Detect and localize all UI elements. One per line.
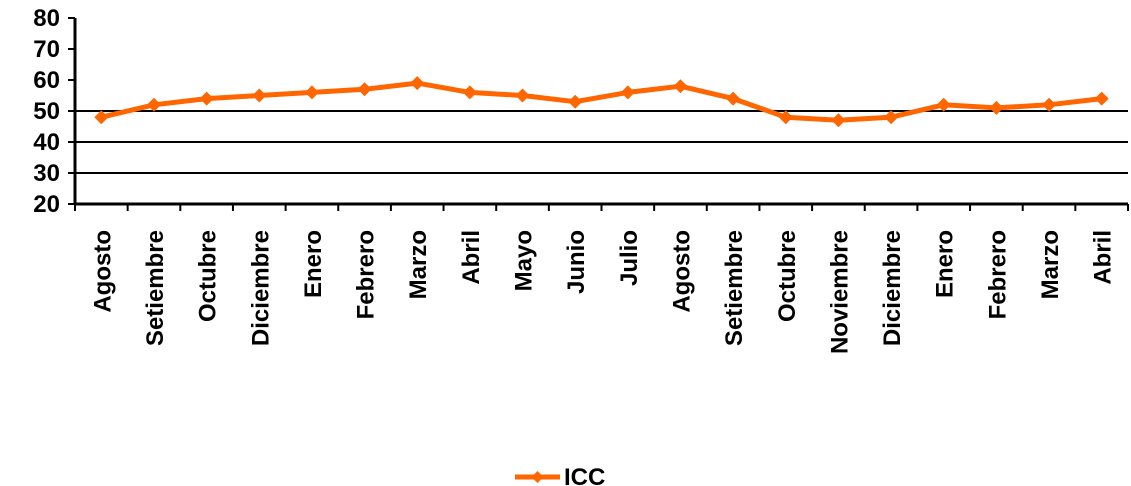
data-point xyxy=(94,110,109,125)
x-tick-label: Setiembre xyxy=(721,230,748,346)
data-point xyxy=(304,85,319,100)
legend: ICC xyxy=(515,464,605,486)
x-tick-label: Junio xyxy=(563,230,590,294)
y-tick-label: 40 xyxy=(33,129,60,156)
x-tick-label: Diciembre xyxy=(247,230,274,346)
x-tick-label: Abril xyxy=(458,230,485,285)
data-point xyxy=(620,85,635,100)
y-axis-ticks: 20 30 40 50 60 70 80 xyxy=(33,5,75,218)
data-point xyxy=(146,97,161,112)
x-tick-label: Abril xyxy=(1090,230,1117,285)
x-tick-label: Febrero xyxy=(353,230,380,319)
data-point xyxy=(726,91,741,106)
data-point xyxy=(252,88,267,103)
data-point xyxy=(778,110,793,125)
data-point xyxy=(884,110,899,125)
x-axis-ticks: Agosto Setiembre Octubre Diciembre Enero Febr… xyxy=(74,204,1129,354)
data-point xyxy=(199,91,214,106)
data-point xyxy=(673,79,688,94)
data-point xyxy=(515,88,530,103)
x-tick-label: Octubre xyxy=(774,230,801,322)
data-point xyxy=(831,113,846,128)
x-tick-label: Setiembre xyxy=(142,230,169,346)
series-icc xyxy=(94,76,1109,128)
x-tick-label: Agosto xyxy=(89,230,116,313)
x-tick-label: Enero xyxy=(300,230,327,298)
legend-marker xyxy=(531,471,544,483)
data-point xyxy=(989,100,1004,115)
y-tick-label: 60 xyxy=(33,67,60,94)
x-tick-label: Octubre xyxy=(195,230,222,322)
gridlines xyxy=(75,110,1128,174)
data-point xyxy=(936,97,951,112)
x-tick-label: Febrero xyxy=(984,230,1011,319)
x-tick-label: Julio xyxy=(616,230,643,286)
x-tick-label: Enero xyxy=(932,230,959,298)
series-line xyxy=(100,80,1102,123)
x-tick-label: Agosto xyxy=(668,230,695,313)
data-point xyxy=(410,76,425,91)
y-tick-label: 70 xyxy=(33,36,60,63)
data-point xyxy=(462,85,477,100)
x-tick-label: Marzo xyxy=(1037,230,1064,299)
data-point xyxy=(1042,97,1057,112)
y-tick-label: 50 xyxy=(33,98,60,125)
y-tick-label: 20 xyxy=(33,191,60,218)
data-point xyxy=(357,82,372,97)
data-point xyxy=(1094,91,1109,106)
x-tick-label: Marzo xyxy=(405,230,432,299)
y-tick-label: 30 xyxy=(33,160,60,187)
data-point xyxy=(568,94,583,109)
y-tick-label: 80 xyxy=(33,5,60,32)
legend-label-icc: ICC xyxy=(564,464,605,486)
x-tick-label: Noviembre xyxy=(826,230,853,354)
x-tick-label: Diciembre xyxy=(879,230,906,346)
x-tick-label: Mayo xyxy=(511,230,538,291)
